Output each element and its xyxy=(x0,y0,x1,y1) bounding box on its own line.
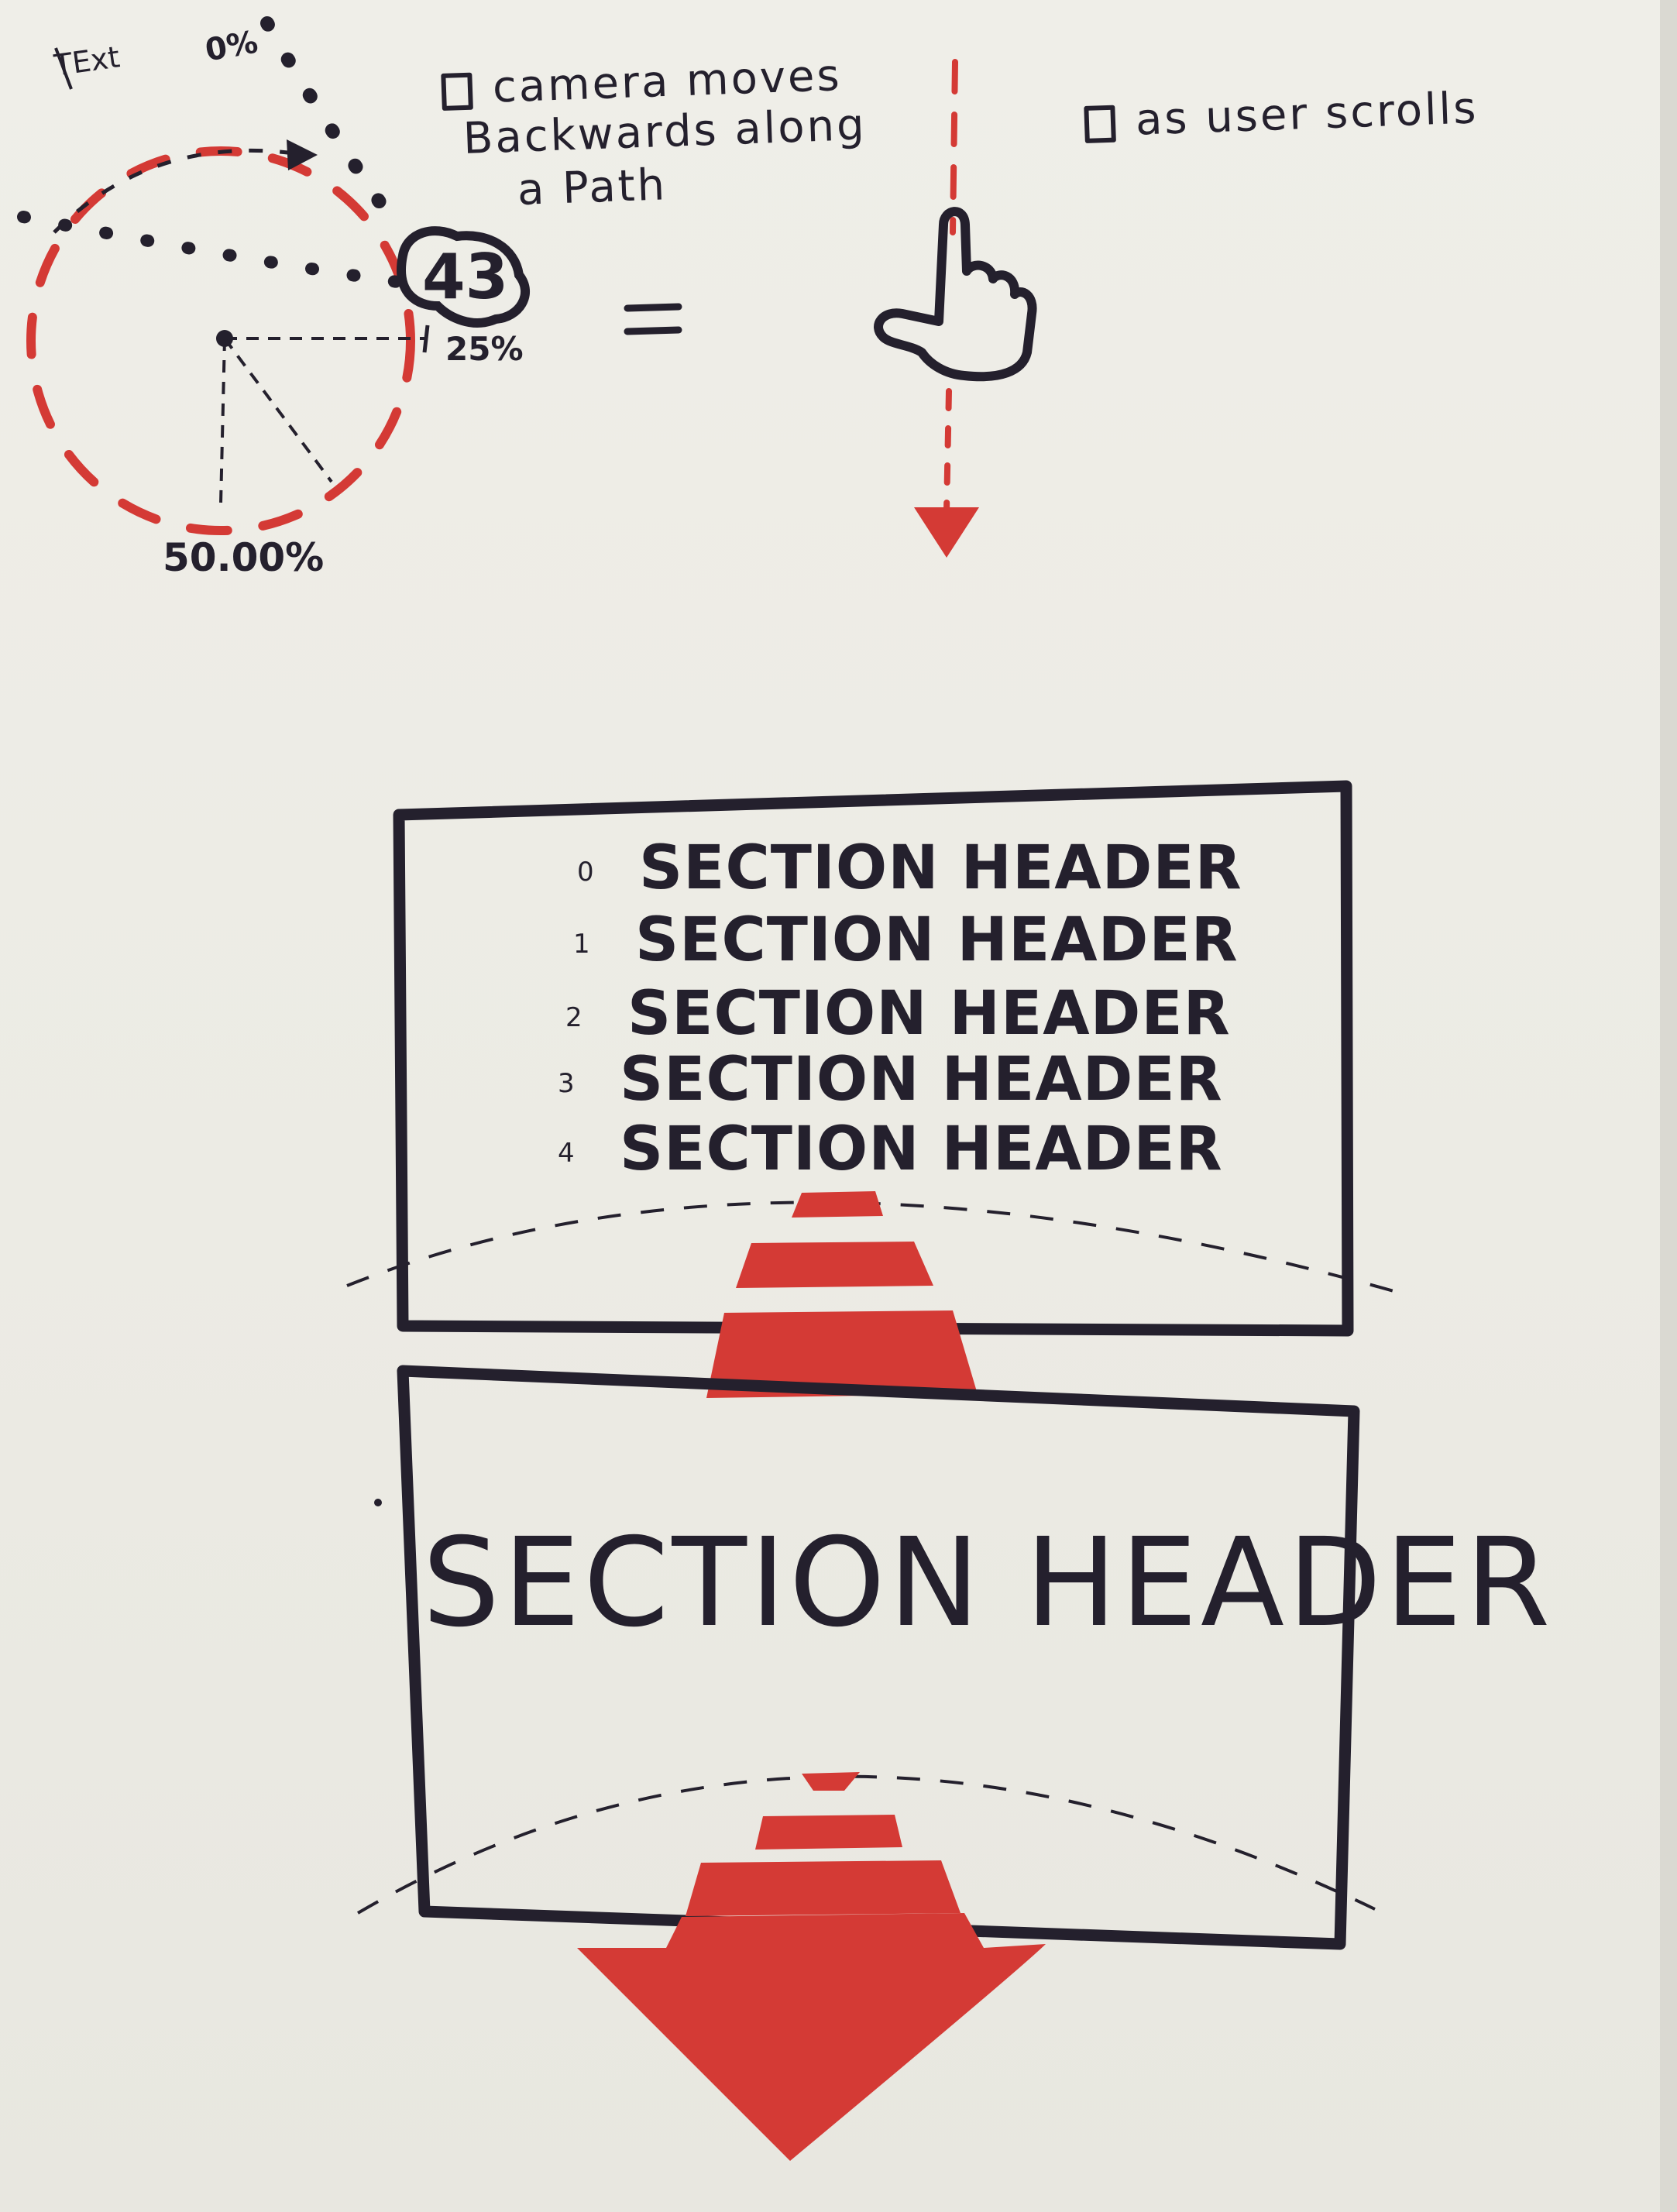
camera-badge-outline xyxy=(397,226,530,328)
upper-red-stripe-1 xyxy=(792,1191,883,1218)
equals-sign-drawing xyxy=(624,303,682,335)
lower-red-stripe-1 xyxy=(802,1772,860,1791)
section-index: 1 xyxy=(573,928,591,960)
section-label: SECTION HEADER xyxy=(635,905,1239,975)
quarter-tick xyxy=(422,325,430,353)
section-index: 0 xyxy=(577,856,595,888)
camera-badge-label: 43 xyxy=(422,241,509,313)
corner-stroke xyxy=(54,47,73,90)
paper-edge xyxy=(1660,0,1677,2212)
scroll-dashed-line-top xyxy=(950,59,958,235)
upper-red-stripe-3 xyxy=(706,1310,978,1398)
camera-note-line-3-wrap: a Path xyxy=(516,160,668,215)
path-start-percent-label: 0% xyxy=(202,24,261,69)
radius-line-down xyxy=(219,338,226,504)
section-list-item: 3 SECTION HEADER xyxy=(558,1049,1223,1110)
camera-path-diagram xyxy=(17,16,530,535)
arc-arrowhead xyxy=(287,139,318,170)
path-half-percent-label: 50.00% xyxy=(163,535,325,580)
section-index: 4 xyxy=(558,1137,576,1169)
scroll-indicator xyxy=(874,59,1037,558)
section-label: SECTION HEADER xyxy=(627,979,1231,1049)
big-red-down-arrow xyxy=(577,1913,1046,2161)
upper-panel-drawing xyxy=(346,780,1403,1398)
upper-red-stripe-2 xyxy=(736,1242,933,1288)
section-label: SECTION HEADER xyxy=(620,1045,1223,1115)
section-label: SECTION HEADER xyxy=(620,1115,1223,1184)
section-list-item: 0 SECTION HEADER xyxy=(577,838,1242,898)
checkbox-icon xyxy=(1084,105,1116,143)
lower-red-stripe-3 xyxy=(686,1860,960,1916)
section-list-item: 1 SECTION HEADER xyxy=(573,910,1239,970)
section-index: 2 xyxy=(565,1001,583,1033)
section-list-item: 4 SECTION HEADER xyxy=(558,1119,1223,1180)
section-index: 3 xyxy=(558,1067,576,1099)
pointing-hand-icon xyxy=(874,207,1037,382)
camera-note-line-3: a Path xyxy=(516,160,668,215)
upper-panel-frame xyxy=(393,780,1354,1337)
lower-panel-drawing xyxy=(356,1365,1376,2161)
section-list-item: 2 SECTION HEADER xyxy=(565,984,1231,1044)
radius-line-diag xyxy=(223,337,333,483)
scroll-dashed-line-bottom xyxy=(943,388,952,514)
lower-horizon-arc xyxy=(356,1774,1376,1915)
checkbox-icon xyxy=(441,72,473,111)
section-label: SECTION HEADER xyxy=(639,833,1242,903)
scroll-down-arrowhead xyxy=(914,507,979,558)
dotted-horizontal-line xyxy=(17,211,409,289)
dotted-descent-line xyxy=(260,16,402,232)
corner-text-label: TExt xyxy=(52,40,122,83)
black-dashed-arc xyxy=(53,148,307,234)
stray-dot xyxy=(374,1499,382,1506)
lower-red-stripe-2 xyxy=(755,1815,902,1850)
big-section-header: SECTION HEADER xyxy=(422,1512,1554,1654)
path-quarter-percent-label: 25% xyxy=(445,330,524,368)
lower-panel-frame xyxy=(397,1365,1360,1950)
